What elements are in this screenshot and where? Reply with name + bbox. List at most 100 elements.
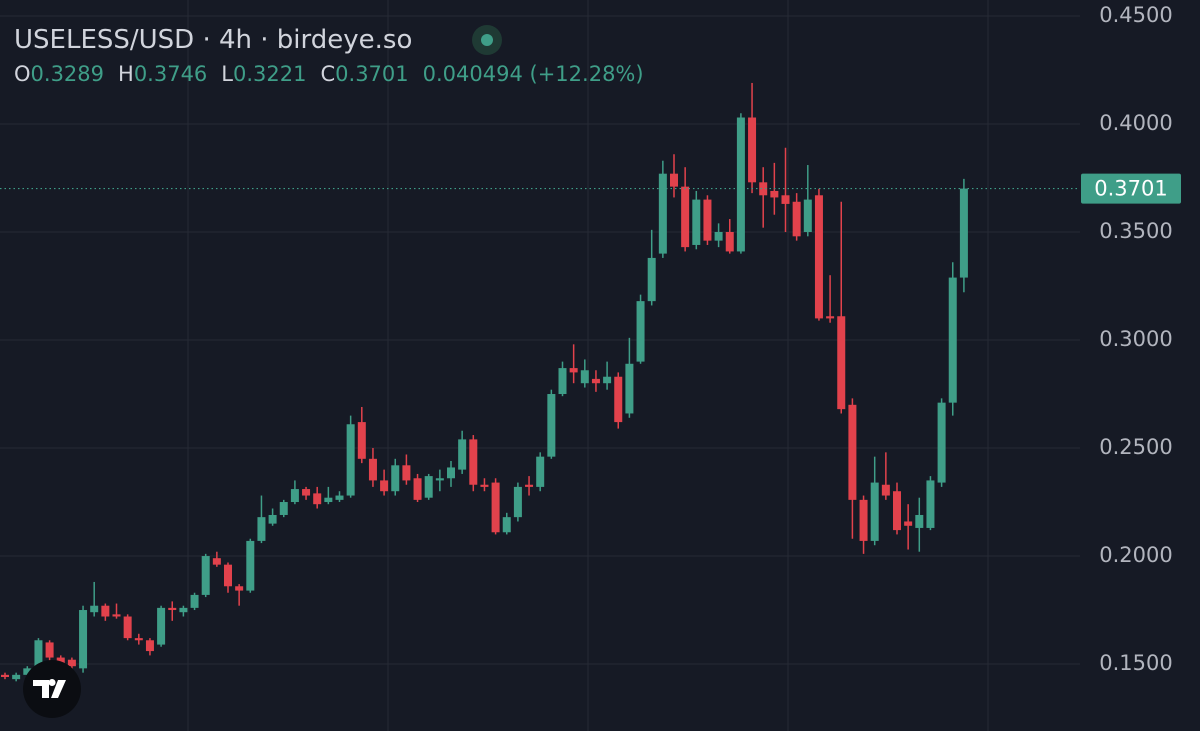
y-tick-label: 0.3000 [1099,327,1172,351]
candle-body [1,674,9,677]
y-tick-label: 0.4500 [1099,3,1172,27]
ohlc-item: C0.3701 [320,62,408,86]
y-tick-label: 0.2000 [1099,543,1172,567]
candle-body [23,668,32,675]
candle-body [413,478,422,500]
candle-body [558,368,567,395]
candle-body [703,199,712,241]
candle-body [79,610,88,669]
candle-body [814,195,823,319]
candle-body [870,482,879,541]
candle-body [257,517,266,541]
candle-body [424,476,433,498]
candle-body [636,301,645,362]
candle-body [904,521,913,526]
candle-body [770,190,779,198]
candle-body [647,257,656,302]
candle-body [748,117,757,183]
candle-body [881,484,890,496]
candle-body [915,514,924,528]
candle-body [580,370,589,384]
candle-body [469,439,478,485]
candle-body [513,486,522,518]
candle-body [235,586,244,591]
candle-body [658,173,667,254]
ohlc-label: O [14,62,31,86]
ohlc-label: L [221,62,233,86]
candle-body [458,439,467,470]
title: USELESS/USD · 4h · birdeye.so [14,25,413,55]
ohlc-item: O0.3289 [14,62,104,86]
candle-body [335,495,344,500]
candle-body [246,540,255,591]
ohlc-item: L0.3221 [221,62,306,86]
time-grid [187,0,989,731]
change: 0.040494 (+12.28%) [422,62,644,86]
candle-body [926,480,935,528]
candle-body [525,484,534,487]
candle-body [692,199,701,245]
candle-body [67,659,76,667]
candle-body [190,594,199,608]
ohlc-value: 0.3746 [133,62,208,86]
y-tick-label: 0.1500 [1099,651,1172,675]
candle-body [670,173,678,187]
y-tick-label: 0.3500 [1099,219,1172,243]
candle-body [714,232,723,241]
candle-body [290,489,299,503]
last-price-badge [1081,173,1181,204]
candle-body [302,489,311,496]
candle-body [101,605,110,617]
candle-body [402,465,411,481]
candle-body [145,640,154,652]
candle-body [90,605,99,613]
candle-body [201,556,210,595]
ohlc-label: C [320,62,336,86]
ohlc-value: 0.3289 [30,62,105,86]
candle-body [848,404,857,500]
candle-body [893,491,901,531]
candle-body [391,465,400,492]
candle-body [569,368,578,373]
ohlc-legend: O0.3289 H0.3746 L0.3221 C0.3701 0.040494 (+1… [14,62,644,86]
candle-body [547,394,556,457]
ohlc-value: 0.3221 [233,62,307,86]
candle-body [123,616,132,639]
candle-body [937,402,946,483]
ohlc-label: H [118,62,134,86]
candle-body [224,564,232,587]
candle-body [45,642,54,658]
candle-body [313,493,322,505]
candle-body [346,424,355,496]
candle-body [614,376,623,423]
candle-body [268,514,277,524]
candle-body [112,614,121,617]
candle-body [837,316,846,410]
candle-body [603,376,612,384]
candle-body [447,467,455,479]
candle-body [625,363,634,414]
candle-body [134,638,143,641]
candle-body [357,422,366,459]
candle-body [948,277,957,403]
candle-body [279,502,288,515]
candle-body [759,182,768,196]
ohlc-value: 0.3701 [335,62,409,86]
candle-body [959,188,968,278]
candle-body [168,607,177,611]
candle-body [12,674,21,680]
candle-body [380,480,389,492]
candle-body [368,458,377,481]
candle-body [803,199,812,233]
y-tick-label: 0.4000 [1099,111,1172,135]
candle-body [536,456,545,487]
candle-body [591,378,600,384]
last-price-label: 0.3701 [1094,177,1167,201]
candle-body [826,316,835,319]
candle-body [491,482,500,533]
candle-body [859,499,868,541]
candle-body [725,232,734,252]
